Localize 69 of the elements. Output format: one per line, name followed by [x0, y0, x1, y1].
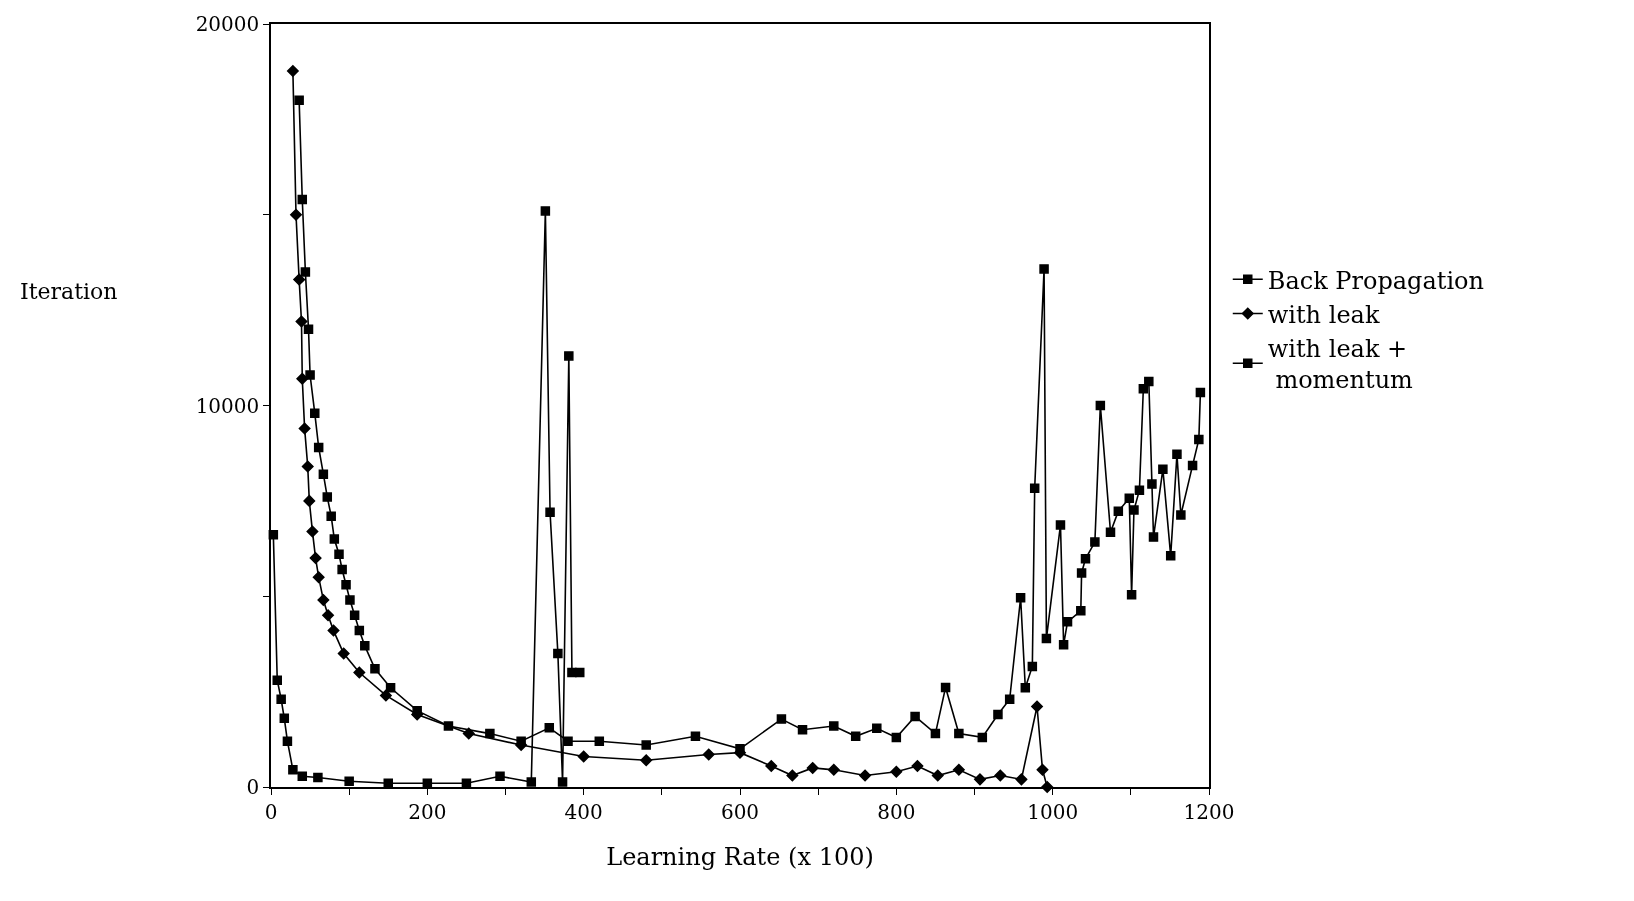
y-tick-label: 20000 — [195, 12, 260, 36]
point — [765, 760, 778, 772]
point — [272, 675, 282, 685]
point — [286, 64, 299, 77]
point — [309, 552, 322, 565]
point — [279, 713, 290, 724]
point — [327, 624, 340, 637]
point — [806, 761, 819, 774]
x-tick-label: 200 — [408, 799, 447, 824]
x-tick-label: 400 — [564, 799, 603, 824]
point — [786, 769, 799, 782]
point — [322, 609, 335, 622]
point — [911, 760, 924, 772]
point — [859, 769, 872, 782]
point — [545, 507, 555, 518]
point — [952, 763, 965, 776]
point — [974, 773, 986, 786]
point — [312, 571, 325, 584]
point — [553, 648, 563, 659]
point — [931, 769, 944, 782]
y-axis-title: Iteration — [20, 279, 118, 304]
point — [301, 460, 314, 473]
point — [288, 765, 298, 775]
point — [890, 765, 903, 778]
point — [526, 777, 537, 787]
point — [276, 694, 286, 705]
point — [640, 754, 653, 767]
x-tick-label: 1000 — [1027, 799, 1079, 824]
point — [461, 778, 472, 788]
point — [495, 771, 505, 782]
point — [344, 776, 354, 787]
point — [383, 778, 393, 788]
point — [317, 594, 330, 607]
point — [564, 351, 574, 361]
x-axis-title: Learning Rate (x 100) — [606, 842, 874, 871]
point — [575, 667, 585, 678]
point — [1031, 700, 1043, 713]
y-tick-label: 0 — [246, 775, 260, 799]
point — [290, 208, 302, 221]
point — [557, 777, 568, 787]
point — [313, 772, 323, 783]
legend-label: with leak + momentum — [1267, 335, 1414, 395]
point — [422, 778, 433, 788]
legend-label: with leak — [1267, 300, 1380, 329]
point — [462, 727, 475, 740]
point — [1015, 773, 1028, 786]
point — [702, 748, 715, 761]
x-tick-label: 0 — [264, 799, 278, 824]
point — [296, 372, 309, 385]
point — [282, 736, 293, 746]
legend-label: Back Propagation — [1267, 266, 1484, 295]
point — [303, 494, 316, 507]
point — [577, 750, 590, 763]
point — [353, 666, 366, 679]
point — [337, 647, 350, 660]
point — [994, 769, 1007, 782]
x-tick-label: 800 — [877, 799, 916, 824]
point — [297, 771, 308, 782]
point — [827, 763, 840, 776]
x-tick-label: 600 — [720, 799, 760, 824]
point — [540, 206, 551, 216]
point — [295, 315, 308, 328]
point — [306, 525, 319, 538]
point — [379, 689, 392, 702]
point — [298, 422, 311, 435]
point — [293, 273, 306, 286]
point — [1036, 763, 1049, 776]
x-tick-label: 1200 — [1183, 799, 1235, 824]
y-tick-label: 10000 — [195, 393, 260, 418]
